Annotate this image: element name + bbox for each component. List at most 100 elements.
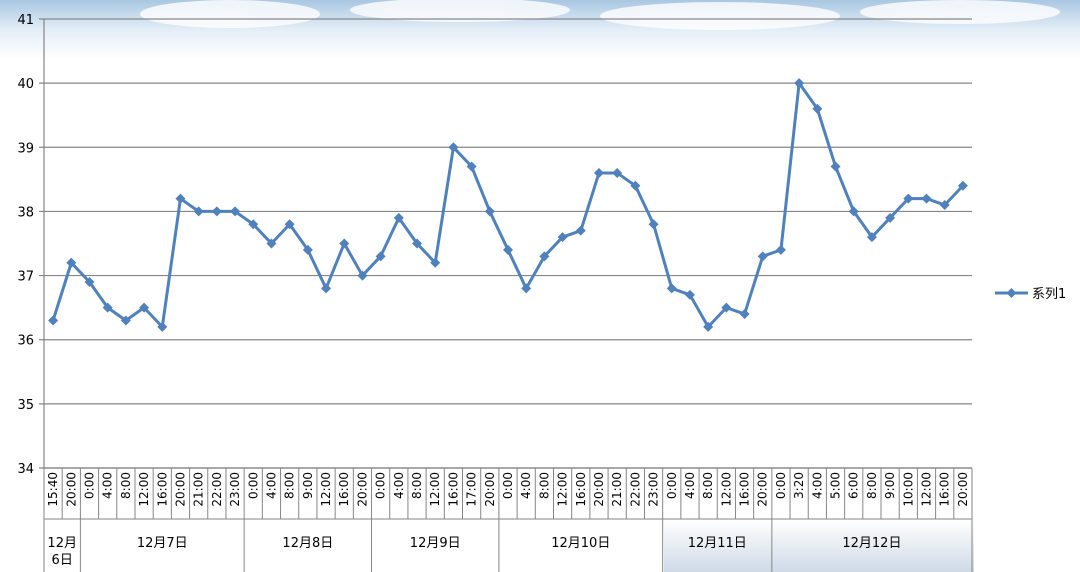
- x-tick-label: 12:00: [319, 472, 333, 507]
- x-group-label: 12月: [47, 536, 77, 551]
- x-tick-label: 23:00: [647, 472, 661, 507]
- series-line: [51, 81, 965, 329]
- data-point-marker: [666, 283, 677, 294]
- x-tick-label: 23:00: [228, 472, 242, 507]
- x-axis-category-table: 15:40 20:00 0:00 4:00 8:00 12:00 16:00 20:00 21:…: [43, 468, 973, 572]
- data-point-marker: [102, 302, 113, 313]
- x-tick-label: 8:00: [701, 472, 715, 499]
- y-tick-label: 37: [17, 270, 34, 285]
- data-point-marker: [812, 103, 823, 114]
- data-point-marker: [539, 251, 550, 262]
- x-tick-label: 16:00: [574, 472, 588, 507]
- data-point-marker: [448, 142, 459, 153]
- x-tick-label: 0:00: [246, 472, 260, 499]
- x-tick-label: 0:00: [665, 472, 679, 499]
- x-tick-label: 12:00: [137, 472, 151, 507]
- data-point-marker: [557, 232, 568, 243]
- x-tick-label: 16:00: [446, 472, 460, 507]
- x-group-label: 12月12日: [842, 536, 901, 551]
- data-point-marker: [775, 244, 786, 255]
- x-tick-label: 12:00: [556, 472, 570, 507]
- legend-marker-swatch: [1006, 288, 1017, 298]
- data-point-marker: [211, 206, 222, 217]
- x-tick-label: 4:00: [101, 472, 115, 499]
- data-point-marker: [120, 315, 131, 326]
- data-point-marker: [575, 225, 586, 236]
- data-point-marker: [648, 219, 659, 230]
- data-point-marker: [157, 321, 168, 332]
- data-point-marker: [794, 78, 805, 89]
- x-tick-label: 8:00: [119, 472, 133, 499]
- data-point-marker: [175, 193, 186, 204]
- x-tick-label: 0:00: [501, 472, 515, 499]
- data-point-marker: [739, 309, 750, 320]
- data-point-marker: [302, 244, 313, 255]
- data-point-marker: [230, 206, 241, 217]
- x-tick-label: 20:00: [592, 472, 606, 507]
- data-point-marker: [757, 251, 768, 262]
- data-point-marker: [921, 193, 932, 204]
- x-tick-label: 4:00: [683, 472, 697, 499]
- data-point-marker: [721, 302, 732, 313]
- data-point-marker: [357, 270, 368, 281]
- data-point-marker: [84, 276, 95, 287]
- data-point-marker: [957, 180, 968, 191]
- x-tick-label: 0:00: [774, 472, 788, 499]
- x-group-label: 12月10日: [551, 536, 610, 551]
- data-point-marker: [248, 219, 259, 230]
- x-tick-label: 8:00: [283, 472, 297, 499]
- x-tick-label: 4:00: [519, 472, 533, 499]
- data-point-marker: [612, 167, 623, 178]
- x-tick-label: 0:00: [374, 472, 388, 499]
- data-point-marker: [684, 289, 695, 300]
- data-point-marker: [284, 219, 295, 230]
- y-axis-tick-labels: 34 35 36 37 38 39 40 41: [17, 13, 34, 477]
- x-tick-label: 6:00: [847, 472, 861, 499]
- y-tick-label: 36: [17, 334, 34, 349]
- x-tick-label: 4:00: [264, 472, 278, 499]
- y-tick-label: 38: [17, 205, 34, 220]
- data-point-marker: [503, 244, 513, 255]
- x-tick-label: 0:00: [82, 472, 96, 499]
- x-tick-label: 9:00: [883, 472, 897, 499]
- data-point-marker: [393, 212, 404, 223]
- x-tick-label: 20:00: [756, 472, 770, 507]
- x-tick-label: 20:00: [483, 472, 497, 507]
- x-tick-label: 21:00: [610, 472, 624, 507]
- x-tick-label: 20:00: [64, 472, 78, 507]
- data-point-marker: [139, 302, 150, 313]
- data-point-marker: [866, 232, 877, 243]
- data-point-marker: [339, 238, 350, 249]
- series-layer: [48, 78, 968, 332]
- data-point-marker: [266, 238, 277, 249]
- x-group-label: 12月11日: [688, 536, 747, 551]
- x-tick-label: 20:00: [355, 472, 369, 507]
- data-point-marker: [66, 257, 77, 268]
- x-tick-label: 22:00: [210, 472, 224, 507]
- data-point-marker: [193, 206, 204, 217]
- data-point-marker: [48, 315, 59, 326]
- x-tick-label: 21:00: [192, 472, 206, 507]
- y-tick-label: 41: [17, 13, 34, 28]
- data-point-marker: [412, 238, 423, 249]
- cloud-decoration: [140, 0, 1060, 30]
- y-tick-label: 40: [17, 77, 34, 92]
- x-tick-label: 16:00: [738, 472, 752, 507]
- x-tick-label: 4:00: [810, 472, 824, 499]
- x-tick-label: 8:00: [537, 472, 551, 499]
- x-tick-label: 4:00: [392, 472, 406, 499]
- x-tick-label: 8:00: [865, 472, 879, 499]
- x-tick-label: 15:40: [46, 472, 60, 507]
- data-point-marker: [848, 206, 859, 217]
- x-tick-label: 3:20: [792, 472, 806, 499]
- legend: 系列1: [995, 287, 1066, 302]
- data-point-marker: [321, 283, 332, 294]
- axes: [43, 19, 972, 469]
- data-point-marker: [593, 167, 604, 178]
- x-tick-label: 5:00: [829, 472, 843, 499]
- x-group-label: 6日: [52, 553, 73, 568]
- x-tick-label: 8:00: [410, 472, 424, 499]
- x-tick-label: 10:00: [901, 472, 915, 507]
